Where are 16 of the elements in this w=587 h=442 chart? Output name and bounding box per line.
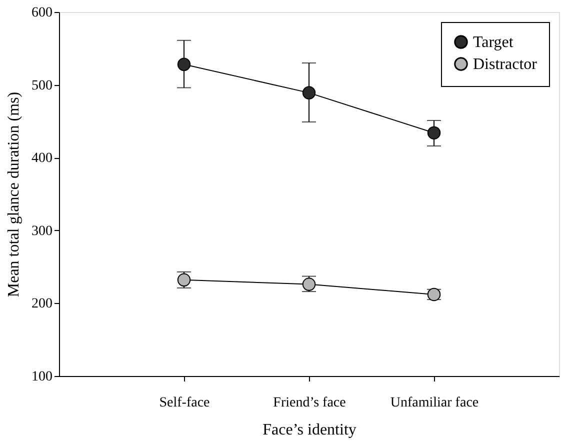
- legend-label: Distractor: [473, 56, 538, 73]
- x-tick-label: Friend’s face: [273, 396, 346, 410]
- y-tick-label: 100: [32, 370, 52, 384]
- y-axis-title: Mean total glance duration (ms): [6, 92, 22, 298]
- y-tick-label: 400: [32, 151, 52, 166]
- legend-label: Target: [473, 34, 514, 51]
- x-tick-label: Unfamiliar face: [390, 396, 479, 410]
- y-tick-label: 200: [32, 296, 52, 312]
- y-tick-label: 600: [32, 6, 52, 20]
- point: [302, 86, 316, 100]
- y-tick-label: 300: [32, 224, 52, 239]
- x-tick-label: Self-face: [159, 396, 210, 410]
- x-axis-title: Face’s identity: [262, 422, 356, 438]
- point: [427, 126, 441, 140]
- y-tick-label: 500: [32, 78, 52, 94]
- point: [177, 58, 191, 72]
